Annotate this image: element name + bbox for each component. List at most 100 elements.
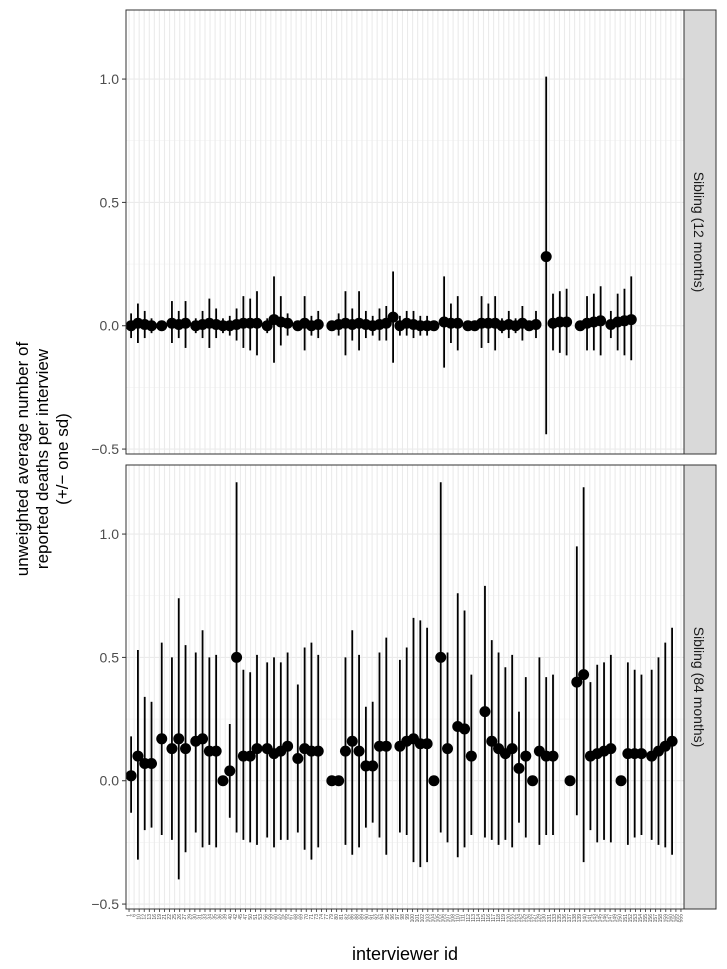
x-tick-label: 16 — [152, 914, 158, 920]
x-tick-label: 97 — [395, 914, 401, 920]
x-tick-label: 12 — [142, 914, 148, 920]
x-tick-label: 68 — [294, 914, 300, 920]
x-tick-label: 149 — [613, 914, 619, 923]
x-tick-label: 74 — [319, 914, 325, 920]
x-tick-label: 50 — [248, 914, 254, 920]
x-tick-label: 95 — [385, 914, 391, 920]
x-tick-label: 27 — [182, 914, 188, 920]
data-point — [428, 320, 440, 332]
x-tick-label: 147 — [608, 914, 614, 923]
x-tick-label: 157 — [653, 914, 659, 923]
x-tick-label: 107 — [446, 914, 452, 923]
y-tick-label: 0.5 — [100, 649, 120, 665]
x-tick-label: 26 — [177, 914, 183, 920]
data-point — [292, 753, 304, 765]
data-point — [605, 743, 617, 755]
x-tick-label: 112 — [466, 914, 472, 922]
x-tick-label: 153 — [633, 914, 639, 923]
x-tick-label: 80 — [334, 914, 340, 920]
x-tick-label: 127 — [532, 914, 538, 923]
data-point — [180, 743, 192, 755]
x-tick-label: 79 — [329, 914, 335, 920]
x-tick-label: 94 — [380, 914, 386, 920]
x-tick-label: 141 — [587, 914, 593, 923]
y-axis-title-line-2: reported deaths per interview — [33, 348, 52, 569]
x-tick-label: 13 — [147, 914, 153, 920]
x-tick-label: 89 — [359, 914, 365, 920]
x-tick-label: 103 — [425, 914, 431, 923]
x-tick-labels: 1 6 10 12 13 16 19 21 22 25 26 27 29 30 31 33 34 35 36 39 40… — [127, 909, 684, 923]
x-tick-label: 156 — [648, 914, 654, 923]
x-tick-label: 105 — [435, 914, 441, 923]
x-tick-label: 158 — [658, 914, 664, 923]
y-tick-label: 0.0 — [100, 318, 120, 334]
x-tick-label: 100 — [410, 914, 416, 923]
x-tick-label: 29 — [187, 914, 193, 920]
data-point — [146, 320, 158, 332]
x-tick-label: 120 — [506, 914, 512, 923]
x-tick-label: 133 — [552, 914, 558, 923]
x-tick-label: 110 — [456, 914, 462, 922]
x-tick-label: 159 — [663, 914, 669, 923]
x-tick-label: 10 — [137, 914, 143, 920]
data-point — [312, 319, 324, 330]
data-point — [125, 770, 137, 782]
y-axis-title-line-1: unweighted average number of — [13, 342, 32, 577]
data-point — [465, 750, 477, 762]
data-point — [571, 676, 583, 688]
x-tick-label: 6 — [132, 914, 138, 917]
x-tick-label: 19 — [157, 914, 163, 920]
data-point — [132, 750, 144, 762]
x-tick-label: 56 — [263, 914, 269, 920]
x-tick-label: 118 — [496, 914, 502, 922]
x-tick-label: 102 — [420, 914, 426, 923]
x-tick-label: 69 — [299, 914, 305, 920]
x-tick-label: 71 — [309, 914, 315, 920]
data-point — [224, 765, 236, 777]
data-point — [197, 733, 209, 745]
data-point — [442, 743, 454, 755]
data-point — [339, 745, 351, 757]
data-point — [547, 750, 559, 762]
data-point — [353, 745, 365, 757]
panel-sibling-84-months: −0.5 0.0 0.5 1.0 — [91, 464, 685, 912]
data-point — [156, 320, 168, 332]
x-tick-label: 99 — [405, 914, 411, 920]
x-tick-label: 125 — [521, 914, 527, 923]
x-tick-label: 86 — [349, 914, 355, 920]
x-tick-label: 40 — [228, 914, 234, 920]
strip-panel-2: Sibling (84 months) — [683, 464, 717, 910]
data-point — [146, 757, 158, 769]
x-tick-label: 122 — [511, 914, 517, 923]
x-tick-label: 36 — [218, 914, 224, 920]
x-tick-label: 98 — [400, 914, 406, 920]
panel-sibling-12-months: −0.5 0.0 0.5 1.0 — [91, 9, 685, 457]
y-tick-label: −0.5 — [91, 441, 119, 457]
x-tick-label: 60 — [273, 914, 279, 920]
x-tick-label: 67 — [289, 914, 295, 920]
data-point — [244, 750, 256, 762]
x-tick-label: 42 — [233, 914, 239, 920]
x-tick-label: 31 — [197, 914, 203, 920]
data-point — [635, 748, 647, 760]
x-tick-label: 151 — [623, 914, 629, 923]
data-point — [173, 733, 185, 745]
x-tick-label: 129 — [537, 914, 543, 923]
x-axis-title: interviewer id — [352, 944, 458, 964]
x-tick-label: 70 — [304, 914, 310, 920]
x-tick-label: 1 — [127, 914, 133, 917]
x-tick-label: 146 — [603, 914, 609, 923]
y-tick-label: 0.0 — [100, 773, 120, 789]
x-tick-label: 30 — [192, 914, 198, 920]
x-tick-label: 88 — [354, 914, 360, 920]
x-tick-label: 82 — [344, 914, 350, 920]
y-axis-title-line-3: (+/− one sd) — [53, 413, 72, 505]
data-point — [166, 743, 178, 755]
x-tick-label: 140 — [582, 914, 588, 923]
x-tick-label: 73 — [314, 914, 320, 920]
strip-label-2: Sibling (84 months) — [691, 627, 707, 748]
x-tick-label: 116 — [486, 914, 492, 922]
x-tick-label: 113 — [471, 914, 477, 922]
data-point — [540, 251, 552, 263]
